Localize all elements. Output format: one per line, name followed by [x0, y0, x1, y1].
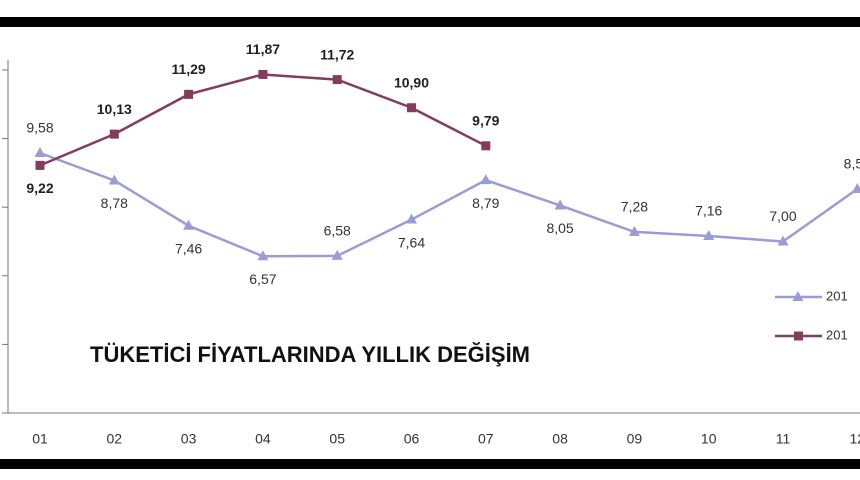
data-label: 8,53 [844, 156, 860, 172]
marker [628, 225, 640, 236]
data-label: 7,16 [695, 203, 722, 219]
marker [481, 141, 491, 151]
x-tick-label: 06 [404, 431, 420, 447]
x-tick-label: 05 [329, 431, 345, 447]
marker [184, 89, 194, 99]
data-label: 8,05 [546, 220, 573, 236]
x-tick-label: 07 [478, 431, 494, 447]
x-tick-label: 11 [776, 431, 791, 447]
legend-label: 201 [826, 288, 848, 303]
x-tick-label: 03 [181, 431, 197, 447]
marker [331, 249, 343, 260]
marker [109, 129, 119, 139]
marker [332, 75, 342, 85]
data-label: 11,72 [320, 46, 354, 62]
data-label: 9,79 [472, 113, 499, 129]
marker [554, 199, 566, 210]
x-tick-label: 09 [627, 431, 643, 447]
marker [407, 103, 416, 113]
data-label: 6,57 [249, 271, 276, 287]
series-line [39, 151, 859, 258]
frame-bottom [0, 459, 860, 469]
data-label: 8,79 [472, 195, 499, 211]
legend-label: 201 [826, 327, 848, 342]
x-tick-label: 12 [850, 431, 860, 447]
data-label: 7,46 [175, 240, 202, 256]
marker [777, 235, 789, 246]
chart-title: TÜKETİCİ FİYATLARINDA YILLIK DEĞİŞİM [90, 342, 530, 367]
frame-top [0, 17, 860, 27]
data-label: 8,78 [101, 195, 128, 211]
marker [703, 230, 715, 241]
data-label: 11,29 [171, 61, 205, 77]
data-label: 10,90 [394, 74, 429, 90]
data-label: 9,22 [26, 180, 53, 196]
data-label: 7,64 [398, 234, 425, 250]
marker [851, 183, 860, 194]
x-tick-label: 08 [552, 431, 568, 447]
marker [258, 69, 268, 79]
marker [34, 147, 46, 158]
data-label: 11,87 [246, 41, 280, 57]
marker [406, 213, 417, 224]
legend-marker [792, 291, 804, 301]
legend-marker [794, 331, 803, 341]
x-tick-label: 02 [107, 431, 123, 447]
marker [183, 219, 195, 230]
data-label: 7,00 [769, 208, 796, 224]
marker [480, 174, 492, 185]
data-label: 10,13 [97, 101, 132, 117]
data-label: 9,58 [26, 120, 53, 136]
data-label: 6,58 [324, 223, 351, 239]
data-label: 7,28 [621, 199, 648, 215]
x-tick-label: 01 [32, 431, 48, 447]
x-tick-label: 04 [255, 431, 271, 447]
x-tick-label: 10 [701, 431, 717, 447]
marker [257, 250, 269, 261]
marker [108, 174, 120, 185]
marker [35, 160, 45, 170]
